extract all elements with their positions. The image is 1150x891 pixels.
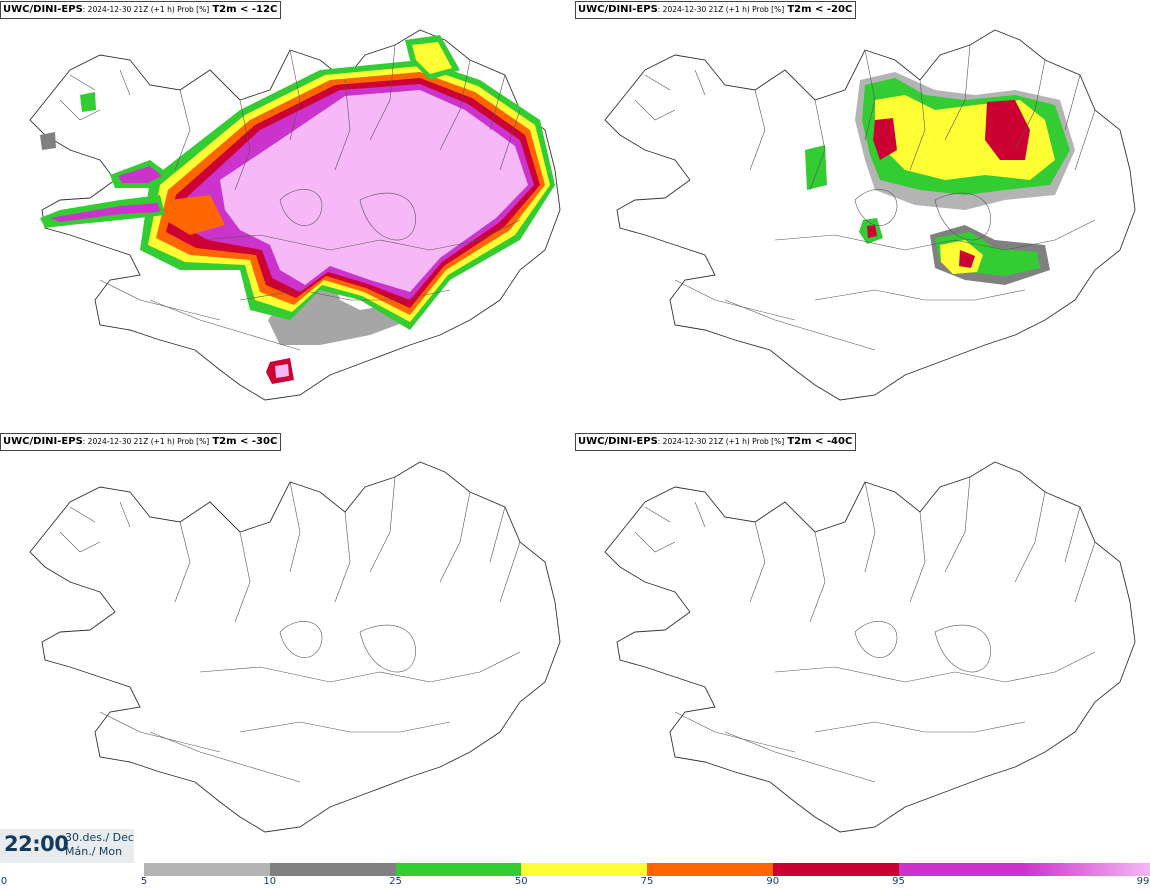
map-panel-minus12: UWC/DINI-EPS: 2024-12-30 21Z (+1 h) Prob… bbox=[0, 0, 575, 430]
colorbar-segment bbox=[269, 863, 396, 876]
colorbar-tick-label: 90 bbox=[766, 876, 780, 887]
colorbar-segment bbox=[1024, 863, 1150, 876]
colorbar-tick-label: 50 bbox=[514, 876, 528, 887]
colorbar-segment bbox=[647, 863, 774, 876]
map-panel-minus30: UWC/DINI-EPS: 2024-12-30 21Z (+1 h) Prob… bbox=[0, 432, 575, 862]
map-panel-minus20: UWC/DINI-EPS: 2024-12-30 21Z (+1 h) Prob… bbox=[575, 0, 1150, 430]
colorbar-segment bbox=[395, 863, 522, 876]
valid-date-line2: Mán./ Mon bbox=[65, 845, 123, 858]
iceland-map bbox=[604, 29, 1136, 401]
iceland-map bbox=[604, 461, 1136, 833]
colorbar-segment bbox=[772, 863, 899, 876]
probability-field bbox=[805, 72, 1075, 285]
valid-time: 22:00 bbox=[4, 832, 69, 856]
colorbar-segment bbox=[144, 863, 271, 876]
iceland-map bbox=[29, 461, 561, 833]
colorbar-tick-label: 0 bbox=[0, 876, 8, 887]
colorbar-segment bbox=[521, 863, 648, 876]
panel-title: UWC/DINI-EPS: 2024-12-30 21Z (+1 h) Prob… bbox=[0, 1, 282, 19]
iceland-map bbox=[29, 29, 561, 401]
colorbar-tick-label: 99 bbox=[1136, 876, 1150, 887]
colorbar bbox=[144, 863, 1150, 876]
colorbar-tick-label: 25 bbox=[389, 876, 402, 887]
colorbar-tick-label: 95 bbox=[892, 876, 905, 887]
colorbar-tick-label: 5 bbox=[140, 876, 148, 887]
colorbar-tick-label: 75 bbox=[640, 876, 654, 887]
panel-title: UWC/DINI-EPS: 2024-12-30 21Z (+1 h) Prob… bbox=[575, 433, 857, 451]
colorbar-tick-label: 10 bbox=[263, 876, 277, 887]
panel-title: UWC/DINI-EPS: 2024-12-30 21Z (+1 h) Prob… bbox=[575, 1, 857, 19]
valid-date-line1: 30.des./ Dec bbox=[65, 831, 134, 844]
colorbar-segment bbox=[898, 863, 1025, 876]
valid-date: 30.des./ Dec Mán./ Mon bbox=[65, 831, 134, 859]
valid-time-box: 22:00 30.des./ Dec Mán./ Mon bbox=[0, 829, 134, 863]
panel-title: UWC/DINI-EPS: 2024-12-30 21Z (+1 h) Prob… bbox=[0, 433, 282, 451]
map-panel-minus40: UWC/DINI-EPS: 2024-12-30 21Z (+1 h) Prob… bbox=[575, 432, 1150, 862]
